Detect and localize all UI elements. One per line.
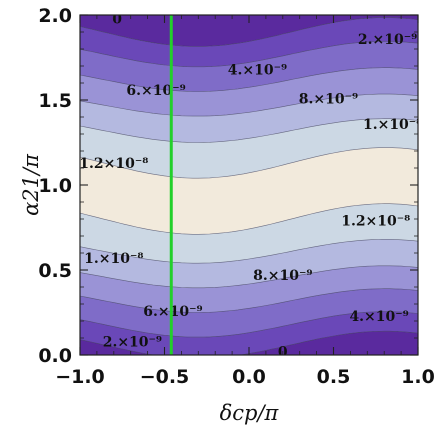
contour-line <box>80 67 418 92</box>
contour-label: 8.×10⁻⁹ <box>299 91 358 107</box>
contour-label: 0 <box>112 11 122 27</box>
x-tick-label: 1.0 <box>401 366 434 388</box>
contour-label: 1.2×10⁻⁸ <box>79 156 148 172</box>
y-axis-title: α21/π <box>19 153 43 216</box>
contour-line <box>80 311 418 338</box>
x-tick-label: 0.5 <box>317 366 351 388</box>
contour-band <box>80 118 418 179</box>
x-tick-label: −0.5 <box>140 366 190 388</box>
contour-line <box>80 203 418 235</box>
contour-label: 2.×10⁻⁹ <box>358 32 417 48</box>
x-axis-title: δcp/π <box>220 401 280 425</box>
contour-label: 4.×10⁻⁹ <box>228 62 287 78</box>
contour-label: 1.2×10⁻⁸ <box>341 214 410 230</box>
contour-band <box>80 94 418 143</box>
contour-line <box>80 41 418 68</box>
contour-line <box>80 118 418 143</box>
contour-band <box>80 41 418 92</box>
contour-band <box>80 67 418 117</box>
contour-label: 0 <box>278 345 288 361</box>
y-tick-label: 0.0 <box>38 345 72 367</box>
contour-label: 1.×10⁻⁸ <box>363 117 422 133</box>
contour-band <box>80 147 418 235</box>
x-tick-labels: −1.0 −0.5 0.0 0.5 1.0 <box>55 366 434 388</box>
contour-line <box>80 265 418 289</box>
y-tick-label: 0.5 <box>38 260 72 282</box>
contour-label: 8.×10⁻⁹ <box>253 268 312 284</box>
y-tick-label: 1.0 <box>38 175 72 197</box>
contour-band <box>80 203 418 264</box>
contour-line <box>80 93 418 117</box>
contour-label: 6.×10⁻⁹ <box>143 304 202 320</box>
contour-line <box>80 17 418 47</box>
x-tick-label: −1.0 <box>55 366 105 388</box>
x-tick-label: 0.0 <box>232 366 266 388</box>
y-tick-label: 1.5 <box>38 90 72 112</box>
contour-label: 6.×10⁻⁹ <box>126 83 185 99</box>
contour-band <box>80 288 418 338</box>
contour-band <box>80 17 418 67</box>
axis-ticks <box>79 14 419 356</box>
y-tick-label: 2.0 <box>38 5 72 27</box>
contour-band <box>80 265 418 313</box>
contour-labels: 0 2.×10⁻⁹ 4.×10⁻⁹ 6.×10⁻⁹ 8.×10⁻⁹ 1.×10⁻⁸ 1.2×… <box>79 11 422 361</box>
contour-label: 2.×10⁻⁹ <box>103 334 162 350</box>
contour-line <box>80 147 418 179</box>
contour-line <box>80 288 418 313</box>
contour-line <box>80 239 418 264</box>
contour-band <box>80 239 418 288</box>
contour-label: 1.×10⁻⁸ <box>84 251 143 267</box>
y-tick-labels: 0.0 0.5 1.0 1.5 2.0 <box>38 5 72 367</box>
contour-band <box>80 311 418 355</box>
contour-label: 4.×10⁻⁹ <box>349 309 408 325</box>
